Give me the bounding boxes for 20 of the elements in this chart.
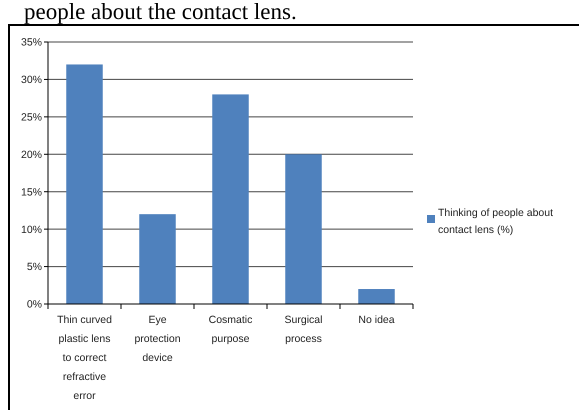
x-tick-label: Eye protection device [134,314,181,364]
x-tick-label: No idea [358,314,395,326]
y-tick-label: 30% [20,74,42,86]
y-tick-label: 20% [20,148,42,161]
y-tick-label: 5% [26,261,42,274]
y-tick-label: 25% [20,112,42,124]
y-tick-label: 35% [20,36,42,49]
x-tick-label: Thin curved plastic lens to correct refractive error [57,314,112,402]
chart-title: people about the contact lens. [24,0,297,24]
y-tick-label: 10% [20,224,42,236]
bar [139,214,176,304]
bar [212,94,249,304]
bar [285,154,322,304]
bar [66,64,103,304]
legend-label: Thinking of people about contact lens (%) [438,207,554,236]
bar [358,289,395,304]
y-tick-label: 0% [26,298,42,311]
x-tick-label: Cosmatic purpose [208,314,252,345]
x-tick-label: Surgical process [284,314,322,345]
y-tick-label: 15% [20,186,42,198]
